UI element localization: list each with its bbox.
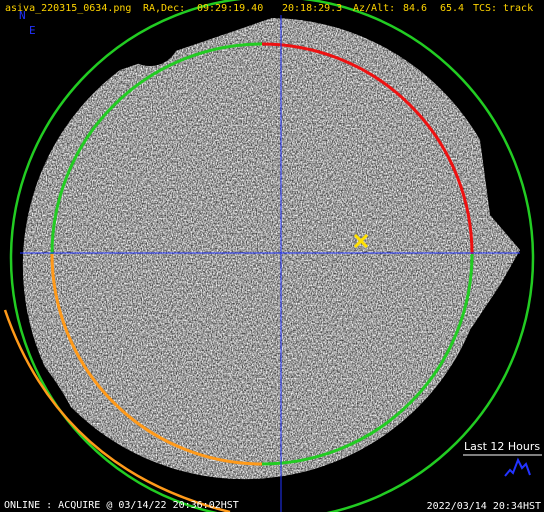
alt: 65.4 bbox=[440, 3, 464, 14]
history-icon[interactable] bbox=[504, 457, 531, 477]
status: ONLINE : ACQUIRE @ 03/14/22 20:36:02HST bbox=[4, 500, 239, 511]
limit-arc bbox=[50, 253, 263, 466]
limit-arc bbox=[3, 309, 231, 512]
dec: 20:18:29.3 bbox=[282, 3, 342, 14]
limit-arc bbox=[50, 42, 263, 255]
obstruction bbox=[120, 6, 180, 66]
horizon-circle bbox=[9, 0, 535, 512]
tcs-label: TCS: bbox=[473, 3, 497, 14]
timestamp: 2022/03/14 20:34HST bbox=[427, 501, 541, 512]
history-link[interactable]: Last 12 Hours bbox=[464, 440, 540, 453]
target-marker bbox=[353, 233, 369, 249]
az: 84.6 bbox=[403, 3, 427, 14]
compass-east: E bbox=[29, 24, 36, 37]
ra-dec-label: RA,Dec: bbox=[143, 3, 185, 14]
compass-north: N bbox=[19, 9, 26, 22]
limit-arc bbox=[261, 253, 474, 466]
ra: 09:29:19.40 bbox=[197, 3, 263, 14]
az-alt-label: Az/Alt: bbox=[353, 3, 395, 14]
filename: asiva_220315_0634.png bbox=[5, 3, 131, 14]
limit-arc bbox=[261, 42, 474, 255]
tcs: track bbox=[503, 3, 533, 14]
